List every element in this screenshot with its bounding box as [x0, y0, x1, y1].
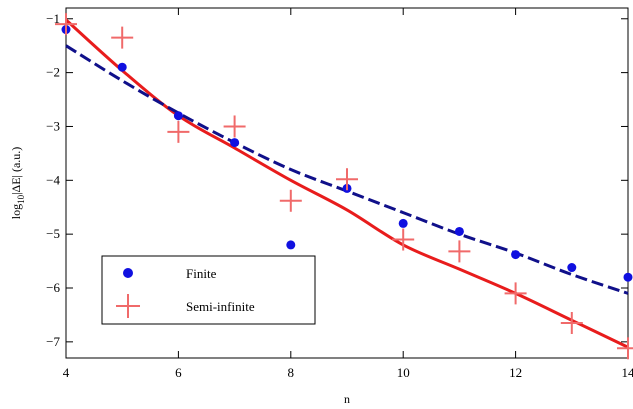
semi-infinite-point [392, 228, 415, 251]
plot-frame [65, 7, 629, 359]
legend-finite-label: Finite [186, 266, 217, 281]
legend: Finite Semi-infinite [101, 255, 316, 325]
y-tick-label: −4 [46, 172, 60, 187]
semi-infinite-point [617, 337, 633, 360]
semi-infinite-point [223, 115, 246, 138]
y-axis-title-main: log [9, 204, 23, 219]
finite-point [454, 226, 464, 236]
y-tick-label: −3 [46, 118, 60, 133]
y-axis: −1 −2 −3 −4 −5 −6 −7 [46, 11, 628, 349]
finite-point [511, 250, 521, 260]
y-tick-label: −2 [46, 65, 60, 80]
y-tick-label: −1 [46, 11, 60, 26]
legend-semi-infinite-label: Semi-infinite [186, 299, 255, 314]
semi-infinite-point [55, 13, 77, 36]
finite-point [623, 272, 633, 282]
legend-box [101, 255, 316, 325]
x-tick-label: 14 [622, 365, 633, 380]
y-tick-label: −7 [46, 334, 60, 349]
finite-point [173, 111, 183, 121]
semi-infinite-point [167, 120, 190, 143]
finite-point [286, 240, 296, 250]
x-tick-label: 8 [288, 365, 295, 380]
legend-finite-marker [123, 268, 133, 278]
y-axis-title-subscript: 10 [16, 194, 26, 204]
finite-point [117, 62, 127, 72]
y-axis-title-rest: |ΔE| (a.u.) [9, 147, 23, 195]
finite-point [230, 138, 240, 148]
semi-infinite-point [504, 282, 527, 305]
semi-infinite-point [279, 189, 302, 212]
y-tick-label: −5 [46, 226, 60, 241]
x-tick-label: 6 [175, 365, 182, 380]
x-tick-label: 10 [397, 365, 410, 380]
x-tick-label: 12 [509, 365, 522, 380]
x-tick-label: 4 [63, 365, 70, 380]
finite-point [398, 218, 408, 228]
x-axis: 4 6 8 10 12 14 [63, 8, 633, 380]
semi-infinite-point [448, 240, 471, 263]
legend-semi-infinite-marker [116, 294, 140, 318]
finite-point [567, 263, 577, 273]
data-series [55, 13, 633, 360]
y-axis-title: log10|ΔE| (a.u.) [9, 147, 26, 220]
x-axis-title: n [344, 392, 350, 406]
semi-infinite-point [336, 168, 358, 191]
semi-infinite-point [111, 26, 134, 49]
semi-infinite-point [560, 312, 583, 334]
y-tick-label: −6 [46, 280, 60, 295]
